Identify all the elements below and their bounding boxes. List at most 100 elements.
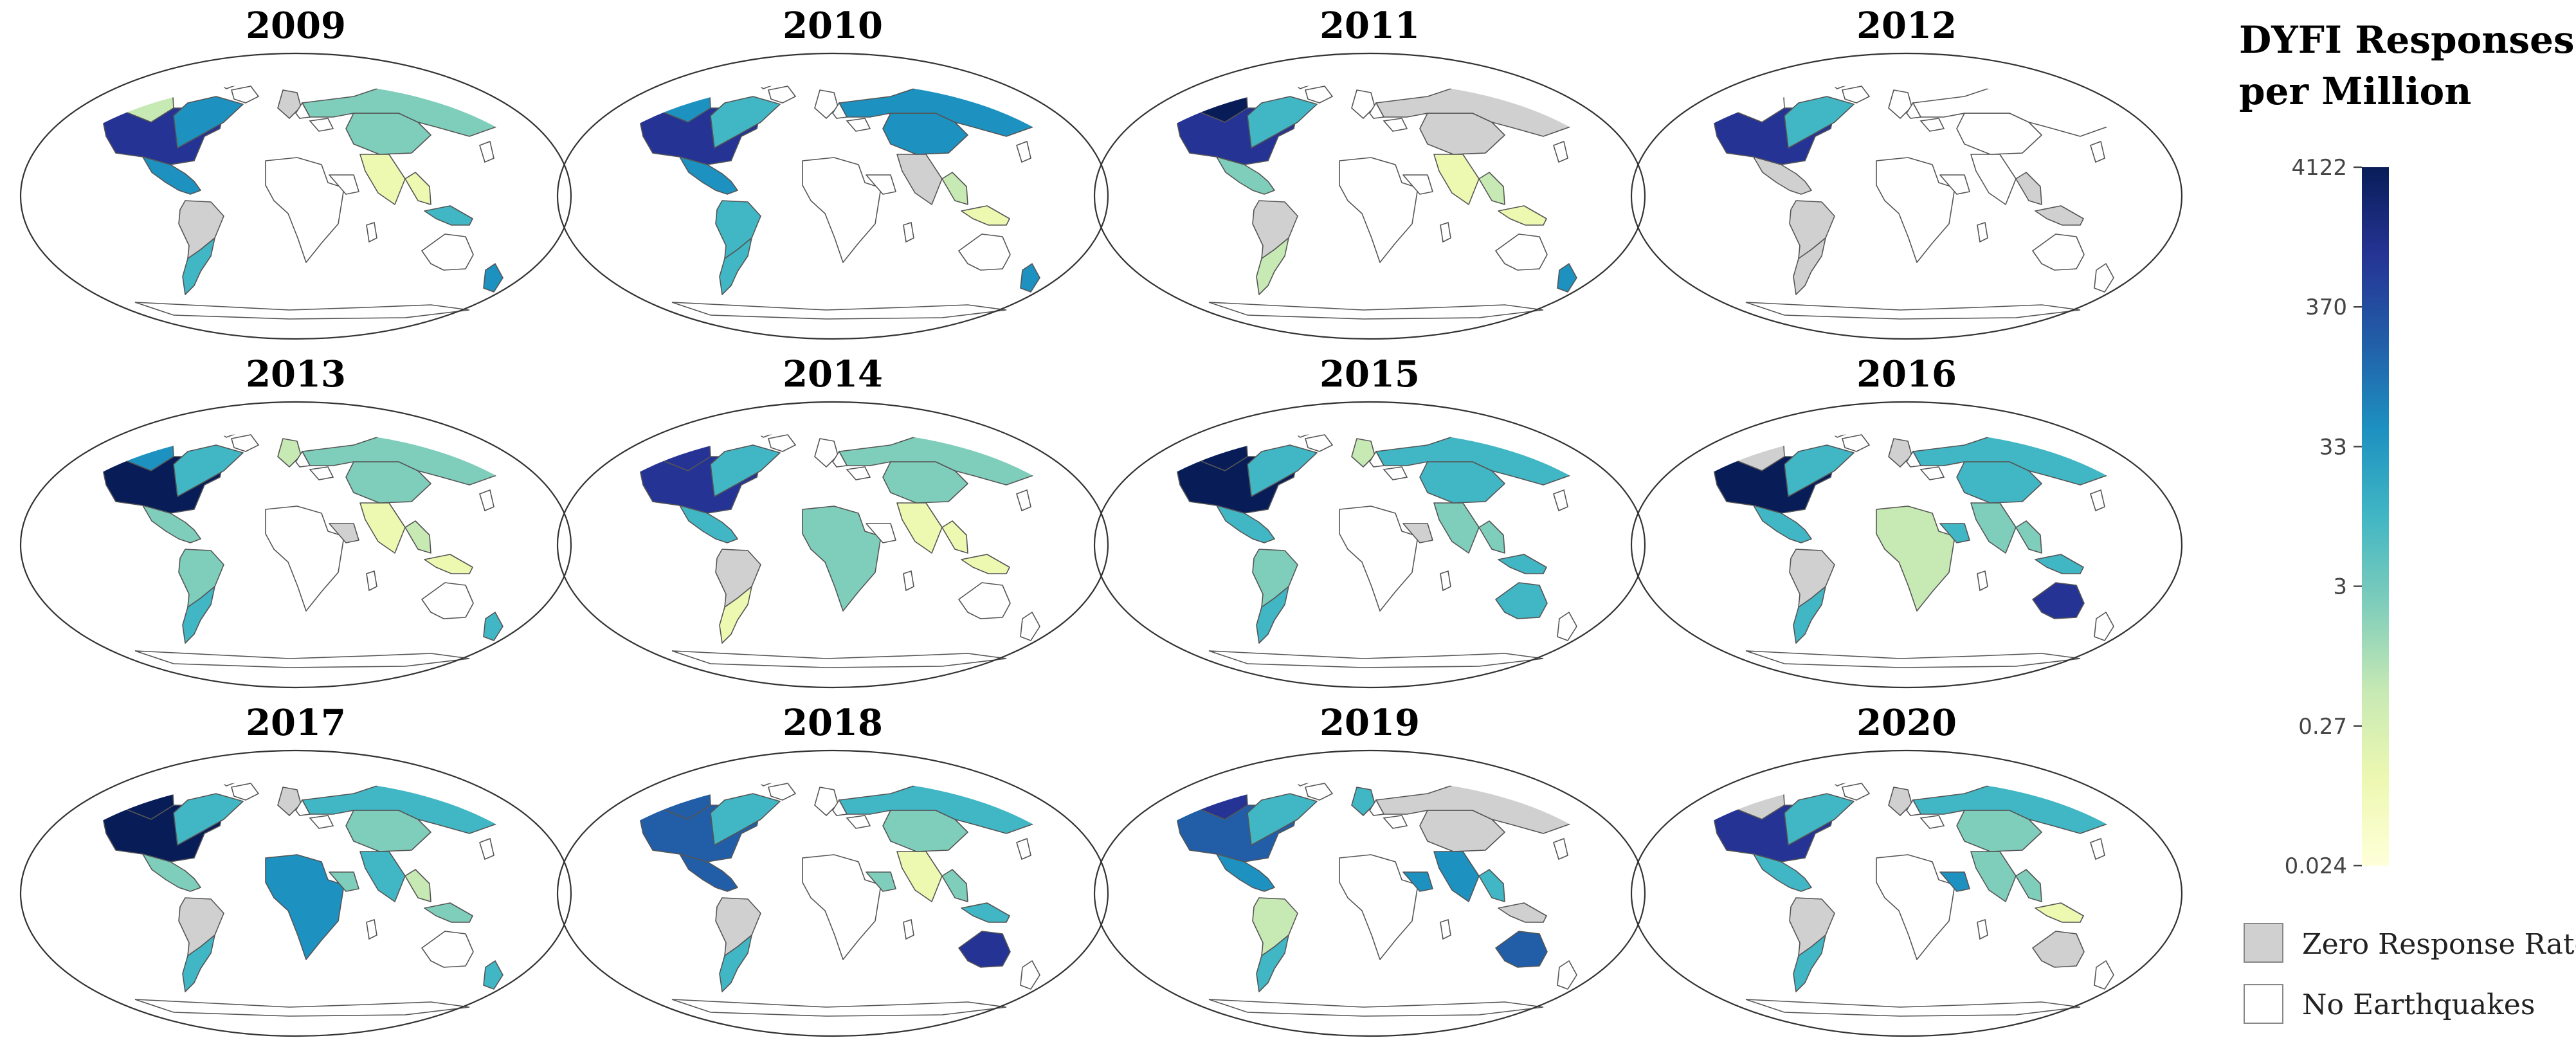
country-region <box>1793 586 1826 644</box>
landmass-outline <box>748 779 781 787</box>
landmass-outline <box>309 118 334 132</box>
landmass-outline <box>366 221 377 243</box>
map-panel-2012: 2012 <box>1630 5 2183 340</box>
landmass-outline <box>1822 82 1855 89</box>
country-region <box>814 89 839 119</box>
landmass-outline <box>1016 489 1031 512</box>
country-region <box>710 793 781 846</box>
country-region <box>1557 612 1577 641</box>
panel-title: 2017 <box>246 702 346 744</box>
landmass-outline <box>1016 140 1031 163</box>
landmass-outline <box>846 815 871 829</box>
landmass-outline <box>1383 118 1408 132</box>
globe-frame <box>19 749 572 1037</box>
globe-frame <box>19 52 572 340</box>
panel-title: 2010 <box>783 5 883 47</box>
country-region <box>265 854 345 960</box>
landmass-outline <box>1919 466 1945 480</box>
country-region <box>277 89 302 119</box>
landmass-outline <box>1906 799 1922 816</box>
country-region <box>142 156 201 195</box>
landmass-outline <box>1977 570 1988 592</box>
country-region <box>1433 154 1480 205</box>
country-region <box>1351 89 1375 119</box>
country-region <box>1888 89 1912 119</box>
landmass-outline <box>832 450 848 468</box>
country-region <box>483 612 503 641</box>
colorbar-tick-label: 0.024 <box>2285 853 2347 879</box>
map-panel-2018: 2018 <box>556 702 1109 1037</box>
legend-title-line2: per Million <box>2239 69 2471 113</box>
landmass-outline <box>1369 102 1385 119</box>
country-region <box>719 934 752 992</box>
country-region <box>359 502 406 554</box>
landmass-outline <box>671 999 1007 1017</box>
country-region <box>1970 502 2017 554</box>
landmass-outline <box>1906 450 1922 468</box>
country-region <box>359 851 406 902</box>
landmass-outline <box>846 466 871 480</box>
country-region <box>1351 787 1375 816</box>
country-region <box>961 554 1010 574</box>
country-region <box>1478 172 1505 205</box>
landmass-outline <box>2090 837 2105 860</box>
country-region <box>142 505 201 543</box>
globe-frame <box>19 401 572 689</box>
landmass-outline <box>1841 86 1871 104</box>
globe-frame <box>556 52 1109 340</box>
landmass-outline <box>479 140 494 163</box>
country-region <box>404 520 431 554</box>
landmass-outline <box>1440 918 1451 940</box>
landmass-outline <box>134 999 470 1017</box>
country-region <box>710 96 781 149</box>
country-region <box>1402 174 1433 195</box>
country-region <box>802 157 882 263</box>
country-region <box>2032 582 2085 619</box>
panel-title: 2014 <box>783 353 883 396</box>
panel-title: 2018 <box>783 702 883 744</box>
map-panel-2014: 2014 <box>556 353 1109 689</box>
country-region <box>1888 787 1912 816</box>
no-earthquakes-swatch <box>2244 984 2283 1024</box>
country-region <box>2094 263 2114 293</box>
country-region <box>961 902 1010 923</box>
country-region <box>961 205 1010 226</box>
map-panel-2015: 2015 <box>1093 353 1646 689</box>
map-panel-2016: 2016 <box>1630 353 2183 689</box>
landmass-outline <box>309 815 334 829</box>
country-region <box>1478 869 1505 902</box>
map-body <box>636 779 1047 1017</box>
country-region <box>896 502 943 554</box>
country-region <box>421 931 474 968</box>
country-region <box>679 156 738 195</box>
panel-title: 2009 <box>246 5 346 47</box>
landmass-outline <box>479 489 494 512</box>
country-region <box>2094 612 2114 641</box>
landmass-outline <box>1841 434 1871 452</box>
landmass-outline <box>1841 783 1871 801</box>
landmass-outline <box>1440 221 1451 243</box>
country-region <box>866 174 896 195</box>
country-region <box>679 505 738 543</box>
landmass-outline <box>2090 140 2105 163</box>
colorbar-tick-label: 33 <box>2319 434 2347 460</box>
country-region <box>2015 172 2042 205</box>
country-region <box>2035 554 2084 574</box>
landmass-outline <box>903 570 914 592</box>
map-body <box>99 82 510 320</box>
landmass-outline <box>1906 102 1922 119</box>
landmass-outline <box>1919 118 1945 132</box>
country-region <box>1753 853 1812 892</box>
country-region <box>802 505 882 612</box>
country-region <box>424 205 473 226</box>
landmass-outline <box>1977 918 1988 940</box>
map-body <box>636 82 1047 320</box>
globe-frame <box>1093 749 1646 1037</box>
country-region <box>710 444 781 497</box>
country-region <box>421 233 474 271</box>
map-panel-2010: 2010 <box>556 5 1109 340</box>
globe-frame <box>556 401 1109 689</box>
panel-title: 2016 <box>1856 353 1957 396</box>
colorbar-tick-label: 0.27 <box>2298 714 2347 740</box>
landmass-outline <box>134 650 470 668</box>
